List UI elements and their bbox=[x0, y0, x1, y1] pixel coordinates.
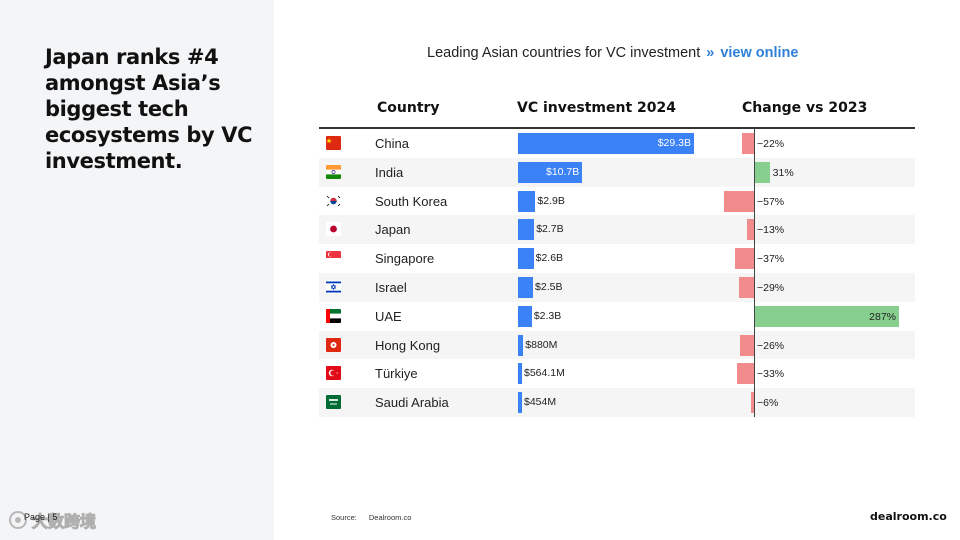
source-value: Dealroom.co bbox=[368, 513, 412, 522]
vc-bar bbox=[518, 305, 532, 327]
vc-value-label: $2.9B bbox=[537, 194, 565, 207]
country-name: South Korea bbox=[375, 193, 448, 209]
country-name: Hong Kong bbox=[375, 337, 441, 353]
change-value-label: 287% bbox=[869, 310, 896, 323]
source-note: Source: Dealroom.co bbox=[331, 513, 411, 522]
change-value-label: 31% bbox=[772, 166, 794, 179]
country-name: Singapore bbox=[375, 251, 435, 267]
turkiye-flag-icon bbox=[326, 366, 341, 381]
vc-bar bbox=[518, 363, 522, 385]
japan-flag-icon bbox=[326, 222, 341, 237]
table-row: Saudi Arabia $454M −6% bbox=[319, 388, 915, 417]
vc-value-label: $29.3B bbox=[657, 137, 691, 149]
vc-value-label: $10.7B bbox=[546, 165, 580, 178]
vc-bar bbox=[518, 248, 534, 270]
israel-flag-icon bbox=[326, 279, 341, 294]
vc-bar bbox=[518, 161, 583, 183]
india-flag-icon bbox=[326, 164, 341, 179]
chart-title: Leading Asian countries for VC investmen… bbox=[427, 45, 798, 61]
saudi-arabia-flag-icon bbox=[326, 395, 341, 410]
watermark-logo-icon bbox=[9, 511, 27, 529]
vc-bar bbox=[518, 276, 534, 298]
country-name: Japan bbox=[375, 222, 411, 238]
country-name: Türkiye bbox=[375, 366, 418, 382]
vc-value-label: $2.7B bbox=[536, 223, 564, 236]
change-value-label: −22% bbox=[757, 138, 785, 150]
change-value-label: −57% bbox=[757, 195, 785, 208]
vc-column-header: VC investment 2024 bbox=[517, 100, 676, 116]
title-separator: » bbox=[706, 45, 715, 61]
change-value-label: −29% bbox=[757, 281, 785, 294]
table-row: Türkiye $564.1M −33% bbox=[319, 359, 915, 388]
header-rule bbox=[319, 127, 915, 129]
country-name: Israel bbox=[375, 279, 407, 295]
change-bar-positive bbox=[754, 305, 899, 327]
vc-value-label: $564.1M bbox=[524, 367, 565, 380]
page-headline: Japan ranks #4 amongst Asia’s biggest te… bbox=[45, 45, 253, 173]
change-value-label: −13% bbox=[757, 224, 785, 237]
change-column-header: Change vs 2023 bbox=[742, 100, 868, 116]
table-row: South Korea $2.9B −57% bbox=[319, 187, 915, 216]
table-row: Japan $2.7B −13% bbox=[319, 215, 915, 245]
change-bar-negative bbox=[742, 133, 754, 154]
south-korea-flag-icon bbox=[326, 193, 341, 208]
change-value-label: −33% bbox=[757, 368, 785, 381]
vc-bar bbox=[518, 219, 535, 241]
vc-value-label: $2.6B bbox=[535, 252, 564, 265]
vc-bar bbox=[518, 392, 522, 414]
data-table: China $29.3B −22% India $10.7B 31% South Korea… bbox=[319, 129, 915, 417]
page-number: Page | 5 bbox=[24, 512, 58, 522]
view-online-link[interactable]: view online bbox=[720, 45, 799, 61]
change-value-label: −26% bbox=[757, 339, 785, 352]
hong-kong-flag-icon bbox=[326, 337, 341, 352]
country-name: UAE bbox=[375, 308, 402, 324]
chart-title-text: Leading Asian countries for VC investmen… bbox=[427, 45, 701, 61]
country-name: China bbox=[375, 136, 409, 151]
country-name: India bbox=[375, 164, 404, 180]
change-bar-negative bbox=[734, 248, 754, 270]
change-bar-positive bbox=[754, 161, 770, 183]
left-panel bbox=[0, 0, 274, 540]
singapore-flag-icon bbox=[326, 251, 341, 266]
table-row: China $29.3B −22% bbox=[319, 129, 915, 158]
change-bar-negative bbox=[740, 334, 754, 356]
table-row: Hong Kong $880M −26% bbox=[319, 330, 915, 360]
vc-bar bbox=[518, 190, 536, 212]
country-column-header: Country bbox=[377, 100, 440, 116]
change-bar-negative bbox=[750, 392, 754, 414]
source-label: Source: bbox=[331, 513, 357, 522]
vc-value-label: $2.5B bbox=[535, 280, 563, 293]
change-bar-negative bbox=[724, 190, 754, 212]
china-flag-icon bbox=[326, 136, 341, 150]
vc-value-label: $2.3B bbox=[533, 309, 562, 322]
vc-bar bbox=[518, 334, 524, 356]
change-bar-negative bbox=[738, 276, 754, 298]
watermark: 大数跨境 bbox=[8, 508, 97, 532]
watermark-text: 大数跨境 bbox=[31, 512, 97, 532]
table-row: Israel $2.5B −29% bbox=[319, 272, 915, 302]
change-value-label: −6% bbox=[757, 397, 779, 410]
brand-logo: dealroom.co bbox=[870, 510, 947, 523]
vc-value-label: $880M bbox=[525, 338, 558, 351]
uae-flag-icon bbox=[326, 308, 341, 323]
change-zero-line bbox=[754, 129, 755, 417]
country-name: Saudi Arabia bbox=[375, 395, 449, 411]
table-row: India $10.7B 31% bbox=[319, 157, 915, 187]
table-row: UAE $2.3B 287% bbox=[319, 302, 915, 331]
change-value-label: −37% bbox=[757, 253, 785, 266]
table-row: Singapore $2.6B −37% bbox=[319, 244, 915, 273]
change-bar-negative bbox=[736, 363, 754, 385]
vc-value-label: $454M bbox=[524, 396, 557, 409]
change-bar-negative bbox=[747, 219, 754, 241]
vc-bar bbox=[518, 133, 694, 154]
